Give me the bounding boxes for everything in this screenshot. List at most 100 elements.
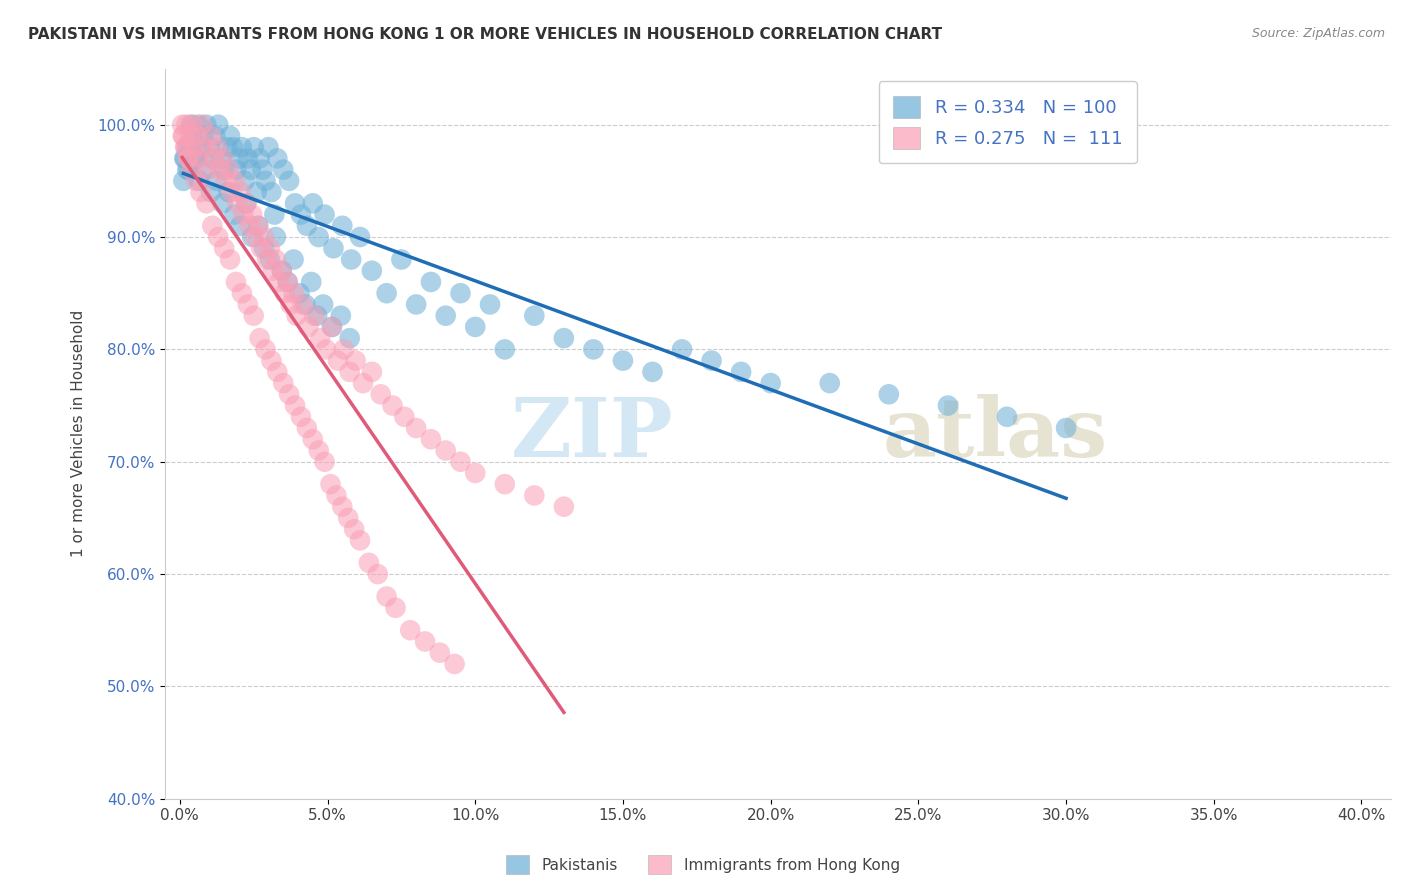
Point [172,174,194,188]
Point [340,252,363,267]
Point [212,162,235,177]
Point [641,365,664,379]
Legend: Pakistanis, Immigrants from Hong Kong: Pakistanis, Immigrants from Hong Kong [501,849,905,880]
Point [314,208,336,222]
Point [818,376,841,390]
Point [256,252,278,267]
Text: ZIP: ZIP [512,393,673,474]
Point [381,399,404,413]
Point [266,365,288,379]
Point [180,118,202,132]
Point [370,387,392,401]
Point [214,174,236,188]
Point [174,140,197,154]
Point [172,128,194,143]
Point [464,466,486,480]
Point [464,319,486,334]
Point [278,387,301,401]
Point [190,185,212,199]
Point [553,500,575,514]
Point [205,140,228,154]
Point [183,152,205,166]
Point [352,376,374,390]
Point [494,343,516,357]
Point [349,230,371,244]
Point [233,174,256,188]
Point [294,297,316,311]
Point [172,128,194,143]
Point [181,118,204,132]
Point [240,230,263,244]
Legend: R = 0.334   N = 100, R = 0.275   N =  111: R = 0.334 N = 100, R = 0.275 N = 111 [879,81,1137,163]
Point [419,275,441,289]
Point [360,264,382,278]
Point [204,128,226,143]
Point [195,196,218,211]
Point [208,162,231,177]
Point [254,343,277,357]
Point [360,365,382,379]
Text: Source: ZipAtlas.com: Source: ZipAtlas.com [1251,27,1385,40]
Point [283,252,305,267]
Point [207,230,229,244]
Point [235,196,257,211]
Point [239,162,262,177]
Point [194,162,217,177]
Point [179,128,201,143]
Point [273,286,295,301]
Point [277,275,299,289]
Point [212,241,235,255]
Point [278,174,301,188]
Point [211,152,233,166]
Point [217,140,239,154]
Point [218,185,240,199]
Point [301,196,323,211]
Point [450,286,472,301]
Point [290,409,312,424]
Point [253,230,276,244]
Point [344,353,367,368]
Point [405,421,427,435]
Point [243,230,266,244]
Point [236,297,259,311]
Point [283,286,305,301]
Point [494,477,516,491]
Point [419,432,441,446]
Point [240,208,263,222]
Point [236,152,259,166]
Point [394,409,416,424]
Point [375,590,398,604]
Point [266,152,288,166]
Point [290,208,312,222]
Point [322,241,344,255]
Point [249,331,271,345]
Point [197,162,219,177]
Point [357,556,380,570]
Point [384,600,406,615]
Point [280,297,302,311]
Point [253,241,276,255]
Point [284,399,307,413]
Point [308,230,330,244]
Point [177,152,200,166]
Point [201,219,224,233]
Point [224,208,246,222]
Point [270,264,292,278]
Point [434,309,457,323]
Point [207,118,229,132]
Point [186,128,208,143]
Point [434,443,457,458]
Point [321,319,343,334]
Point [190,140,212,154]
Point [200,185,222,199]
Point [523,309,546,323]
Point [309,331,332,345]
Point [228,152,250,166]
Point [304,309,326,323]
Point [315,343,337,357]
Text: PAKISTANI VS IMMIGRANTS FROM HONG KONG 1 OR MORE VEHICLES IN HOUSEHOLD CORRELATI: PAKISTANI VS IMMIGRANTS FROM HONG KONG 1… [28,27,942,42]
Point [249,152,271,166]
Point [238,219,260,233]
Point [330,500,353,514]
Point [181,128,204,143]
